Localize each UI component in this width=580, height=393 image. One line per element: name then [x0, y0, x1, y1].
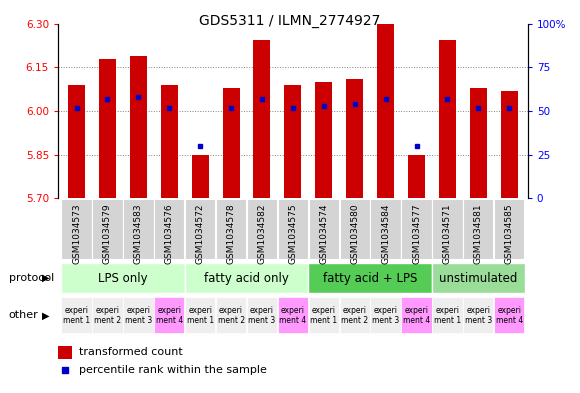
Bar: [463, 199, 494, 259]
Text: experi
ment 2: experi ment 2: [341, 306, 368, 325]
Text: percentile rank within the sample: percentile rank within the sample: [79, 365, 267, 375]
Bar: [191, 155, 209, 198]
Text: fatty acid only: fatty acid only: [204, 272, 289, 285]
Bar: [494, 298, 524, 333]
Text: transformed count: transformed count: [79, 347, 183, 357]
Bar: [309, 298, 339, 333]
Bar: [463, 298, 494, 333]
Bar: [61, 263, 184, 293]
Bar: [432, 199, 463, 259]
Text: fatty acid + LPS: fatty acid + LPS: [323, 272, 418, 285]
Bar: [501, 91, 518, 198]
Text: GSM1034578: GSM1034578: [227, 203, 235, 264]
Bar: [161, 85, 177, 198]
Bar: [216, 199, 246, 259]
Text: GSM1034573: GSM1034573: [72, 203, 81, 264]
Bar: [154, 199, 184, 259]
Bar: [470, 88, 487, 198]
Text: ▶: ▶: [42, 273, 49, 283]
Text: other: other: [9, 310, 38, 320]
Text: experi
ment 4: experi ment 4: [496, 306, 523, 325]
Text: unstimulated: unstimulated: [439, 272, 517, 285]
Bar: [339, 199, 370, 259]
Text: experi
ment 2: experi ment 2: [94, 306, 121, 325]
Bar: [99, 59, 116, 198]
Text: GSM1034579: GSM1034579: [103, 203, 112, 264]
Text: GSM1034584: GSM1034584: [381, 203, 390, 264]
Text: experi
ment 3: experi ment 3: [372, 306, 399, 325]
Text: experi
ment 4: experi ment 4: [280, 306, 306, 325]
Text: GSM1034580: GSM1034580: [350, 203, 359, 264]
Bar: [154, 298, 184, 333]
Bar: [130, 56, 147, 198]
Bar: [432, 263, 525, 293]
Bar: [401, 199, 432, 259]
Text: GSM1034585: GSM1034585: [505, 203, 514, 264]
Text: GSM1034572: GSM1034572: [195, 203, 205, 264]
Bar: [253, 40, 270, 198]
Bar: [247, 298, 277, 333]
Text: GSM1034571: GSM1034571: [443, 203, 452, 264]
Bar: [216, 298, 246, 333]
Bar: [61, 298, 92, 333]
Bar: [123, 199, 154, 259]
Text: GSM1034581: GSM1034581: [474, 203, 483, 264]
Text: GSM1034577: GSM1034577: [412, 203, 421, 264]
Text: LPS only: LPS only: [98, 272, 148, 285]
Bar: [284, 85, 302, 198]
Text: experi
ment 1: experi ment 1: [187, 306, 214, 325]
Text: GSM1034574: GSM1034574: [320, 203, 328, 264]
Text: GDS5311 / ILMN_2774927: GDS5311 / ILMN_2774927: [200, 14, 380, 28]
Bar: [432, 298, 463, 333]
Bar: [247, 199, 277, 259]
Text: experi
ment 1: experi ment 1: [63, 306, 90, 325]
Text: protocol: protocol: [9, 273, 54, 283]
Bar: [309, 263, 432, 293]
Text: ▶: ▶: [42, 310, 49, 320]
Text: experi
ment 3: experi ment 3: [465, 306, 492, 325]
Text: experi
ment 2: experi ment 2: [218, 306, 245, 325]
Bar: [278, 298, 308, 333]
Bar: [439, 40, 456, 198]
Bar: [61, 199, 92, 259]
Bar: [92, 199, 122, 259]
Bar: [401, 298, 432, 333]
Bar: [278, 199, 308, 259]
Bar: [408, 155, 425, 198]
Bar: [316, 82, 332, 198]
Bar: [494, 199, 524, 259]
Bar: [68, 85, 85, 198]
Text: experi
ment 1: experi ment 1: [310, 306, 338, 325]
Text: experi
ment 3: experi ment 3: [248, 306, 276, 325]
Bar: [185, 199, 215, 259]
Bar: [377, 24, 394, 198]
Text: GSM1034575: GSM1034575: [288, 203, 298, 264]
Text: experi
ment 3: experi ment 3: [125, 306, 152, 325]
Text: GSM1034576: GSM1034576: [165, 203, 174, 264]
Bar: [123, 298, 154, 333]
Text: GSM1034583: GSM1034583: [134, 203, 143, 264]
Text: experi
ment 1: experi ment 1: [434, 306, 461, 325]
Bar: [223, 88, 240, 198]
Bar: [184, 263, 309, 293]
Bar: [58, 346, 72, 359]
Bar: [309, 199, 339, 259]
Bar: [339, 298, 370, 333]
Text: experi
ment 4: experi ment 4: [403, 306, 430, 325]
Text: GSM1034582: GSM1034582: [258, 203, 266, 264]
Text: experi
ment 4: experi ment 4: [155, 306, 183, 325]
Bar: [92, 298, 122, 333]
Bar: [185, 298, 215, 333]
Bar: [371, 199, 401, 259]
Bar: [346, 79, 363, 198]
Bar: [371, 298, 401, 333]
